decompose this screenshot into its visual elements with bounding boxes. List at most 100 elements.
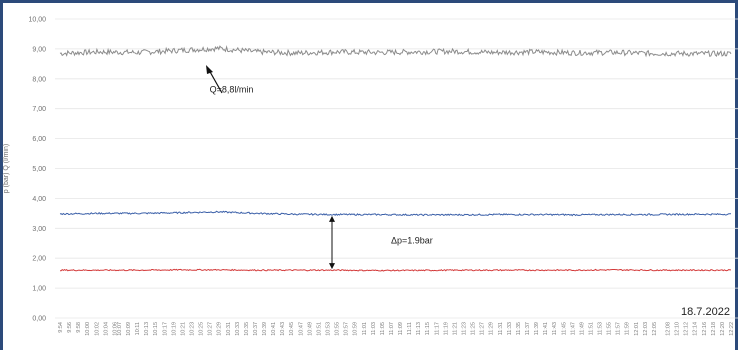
- y-tick-label: 10,00: [28, 17, 46, 24]
- x-tick-label: 11:07: [389, 322, 395, 335]
- x-tick-label: 10:11: [135, 322, 141, 335]
- x-tick-label: 10:21: [180, 322, 186, 336]
- x-tick-label: 12:12: [684, 322, 690, 336]
- x-tick-label: 10:39: [262, 322, 268, 336]
- x-tick-label: 11:11: [407, 322, 413, 335]
- x-tick-label: 11:51: [588, 322, 594, 335]
- x-tick-label: 10:07: [117, 322, 123, 336]
- y-axis-label: p (bar) Q (l/min): [3, 144, 10, 193]
- x-tick-label: 10:29: [217, 322, 223, 336]
- series-line: [59, 45, 732, 58]
- x-tick-label: 12:18: [711, 322, 717, 336]
- x-tick-label: 9:58: [76, 322, 82, 333]
- x-tick-label: 11:57: [616, 322, 622, 335]
- x-tick-label: 10:27: [208, 322, 214, 336]
- x-tick-label: 11:33: [507, 322, 513, 335]
- x-tick-label: 11:35: [516, 322, 522, 335]
- x-tick-label: 10:15: [153, 322, 159, 336]
- y-tick-label: 0,00: [32, 316, 46, 323]
- x-tick-label: 10:47: [298, 322, 304, 336]
- x-tick-label: 10:04: [103, 322, 109, 336]
- x-tick-label: 12:16: [702, 322, 708, 336]
- x-tick-label: 11:45: [561, 322, 567, 335]
- x-tick-label: 10:13: [144, 322, 150, 336]
- x-tick-label: 12:03: [643, 322, 649, 336]
- x-tick-label: 10:45: [289, 322, 295, 336]
- x-tick-label: 10:41: [271, 322, 277, 336]
- x-tick-label: 10:49: [307, 322, 313, 336]
- y-tick-label: 4,00: [32, 196, 46, 203]
- x-tick-label: 12:05: [652, 322, 658, 336]
- x-tick-label: 11:47: [570, 322, 576, 335]
- y-tick-label: 1,00: [32, 286, 46, 293]
- x-tick-label: 11:29: [489, 322, 495, 335]
- x-tick-label: 11:41: [543, 322, 549, 335]
- x-tick-label: 11:59: [625, 322, 631, 335]
- x-tick-label: 12:08: [666, 322, 672, 336]
- x-tick-label: 11:21: [452, 322, 458, 335]
- x-tick-label: 10:31: [226, 322, 232, 336]
- x-tick-label: 11:01: [362, 322, 368, 335]
- x-tick-label: 10:57: [344, 322, 350, 336]
- x-tick-label: 12:20: [720, 322, 726, 336]
- x-tick-label: 10:53: [325, 322, 331, 336]
- x-tick-label: 10:09: [126, 322, 132, 336]
- x-tick-label: 11:05: [380, 322, 386, 335]
- x-tick-label: 10:55: [335, 322, 341, 336]
- series-layer: [59, 45, 732, 272]
- series-line: [60, 268, 731, 272]
- x-tick-label: 9:54: [58, 322, 64, 333]
- y-tick-label: 9,00: [32, 46, 46, 53]
- x-tick-label: 10:43: [280, 322, 286, 336]
- y-tick-label: 8,00: [32, 76, 46, 83]
- y-tick-label: 7,00: [32, 106, 46, 113]
- x-tick-label: 11:09: [398, 322, 404, 335]
- x-tick-label: 10:17: [162, 322, 168, 336]
- x-tick-label: 11:53: [598, 322, 604, 335]
- grid-layer: [55, 18, 738, 319]
- annotation-label: Q=8,8l/min: [210, 84, 254, 94]
- x-tick-label: 11:39: [534, 322, 540, 335]
- x-tick-label: 11:13: [416, 322, 422, 335]
- annotation-label: Δp=1.9bar: [391, 235, 433, 245]
- x-tick-label: 12:22: [729, 322, 735, 336]
- x-tick-label: 12:14: [693, 322, 699, 336]
- x-tick-label: 11:27: [480, 322, 486, 335]
- delta-arrow-head-top: [329, 215, 335, 222]
- x-tick-label: 11:17: [434, 322, 440, 335]
- x-tick-label: 10:23: [189, 322, 195, 336]
- x-tick-label: 11:55: [607, 322, 613, 335]
- x-tick-label: 11:37: [525, 322, 531, 335]
- x-tick-label: 11:23: [462, 322, 468, 335]
- y-tick-label: 5,00: [32, 166, 46, 173]
- y-axis-ticks: 0,00 1,00 2,00 3,00 4,00 5,00 6,00 7,00 8,00 9,00…: [28, 17, 46, 323]
- y-tick-label: 6,00: [32, 136, 46, 143]
- x-tick-label: 9:56: [67, 322, 73, 333]
- annotations: Q=8,8l/min Δp=1.9bar: [206, 65, 433, 270]
- x-tick-label: 11:03: [371, 322, 377, 335]
- y-tick-label: 2,00: [32, 256, 46, 263]
- x-tick-label: 10:02: [94, 322, 100, 336]
- x-tick-label: 11:15: [425, 322, 431, 335]
- x-tick-label: 11:19: [443, 322, 449, 335]
- delta-arrow-head-bottom: [329, 263, 335, 270]
- series-line: [59, 210, 732, 217]
- x-tick-label: 10:33: [235, 322, 241, 336]
- y-tick-label: 3,00: [32, 226, 46, 233]
- x-tick-label: 12:01: [634, 322, 640, 336]
- x-tick-label: 12:10: [675, 322, 681, 336]
- x-tick-label: 11:49: [579, 322, 585, 335]
- x-tick-label: 10:35: [244, 322, 250, 336]
- x-tick-label: 10:06: [112, 322, 118, 336]
- arrow-head: [206, 65, 213, 74]
- x-tick-label: 10:25: [199, 322, 205, 336]
- x-tick-label: 10:59: [353, 322, 359, 336]
- arrow-line: [208, 69, 223, 94]
- x-tick-label: 10:37: [253, 322, 259, 336]
- x-tick-label: 10:00: [85, 322, 91, 336]
- x-tick-label: 10:51: [316, 322, 322, 336]
- x-tick-label: 11:31: [498, 322, 504, 335]
